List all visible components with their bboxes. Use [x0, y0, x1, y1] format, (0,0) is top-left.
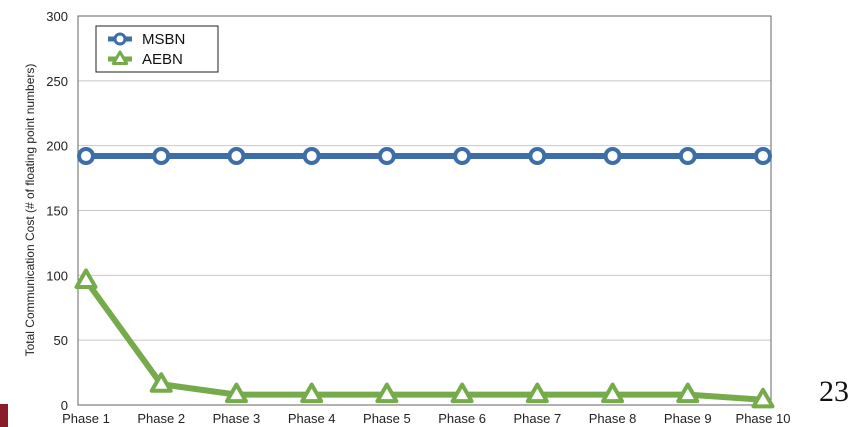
y-tick-label-200: 200 — [46, 139, 68, 154]
slide-accent-bar — [0, 404, 8, 427]
x-tick-label-6: Phase 6 — [438, 411, 486, 426]
point-aebn-8 — [601, 382, 625, 404]
point-aebn-3 — [224, 382, 248, 404]
point-aebn-7 — [525, 382, 549, 404]
point-msbn-8 — [603, 147, 622, 166]
legend-label-aebn: AEBN — [142, 51, 183, 68]
point-aebn-10 — [751, 387, 775, 409]
legend-label-msbn: MSBN — [142, 31, 185, 48]
x-tick-label-3: Phase 3 — [213, 411, 261, 426]
point-msbn-1 — [77, 147, 95, 166]
y-tick-labels: 0 50 100 150 200 250 300 — [46, 9, 68, 413]
x-tick-label-8: Phase 8 — [589, 411, 637, 426]
point-msbn-6 — [453, 147, 472, 166]
data-series — [74, 147, 775, 409]
x-tick-label-4: Phase 4 — [288, 411, 336, 426]
point-msbn-9 — [678, 147, 697, 166]
x-tick-label-5: Phase 5 — [363, 411, 411, 426]
point-aebn-5 — [375, 382, 399, 404]
point-aebn-6 — [450, 382, 474, 404]
x-tick-label-9: Phase 9 — [664, 411, 712, 426]
y-tick-label-100: 100 — [46, 268, 68, 283]
x-tick-label-7: Phase 7 — [513, 411, 561, 426]
chart-axes — [77, 15, 772, 406]
legend-marker-msbn — [113, 32, 127, 46]
point-msbn-2 — [152, 147, 171, 166]
legend-marker-aebn — [111, 50, 129, 66]
point-msbn-10 — [754, 147, 772, 166]
y-tick-label-250: 250 — [46, 74, 68, 89]
x-tick-label-2: Phase 2 — [137, 411, 185, 426]
point-aebn-9 — [676, 382, 700, 404]
y-tick-label-150: 150 — [46, 204, 68, 219]
x-tick-labels: Phase 1 Phase 2 Phase 3 Phase 4 Phase 5 Phase… — [62, 411, 790, 426]
point-aebn-4 — [300, 382, 324, 404]
point-msbn-3 — [227, 147, 246, 166]
legend: MSBN AEBN — [95, 25, 219, 73]
plot-frame — [77, 15, 772, 406]
point-aebn-1 — [74, 268, 98, 290]
point-msbn-7 — [528, 147, 547, 166]
grid-lines — [78, 80, 771, 341]
series-line-aebn — [83, 277, 766, 403]
slide-page-number: 23 — [819, 375, 849, 408]
x-tick-label-1: Phase 1 — [62, 411, 110, 426]
y-axis-title: Total Communication Cost (# of floating … — [23, 64, 37, 357]
y-tick-label-300: 300 — [46, 9, 68, 24]
point-msbn-4 — [302, 147, 321, 166]
x-tick-label-10: Phase 10 — [736, 411, 791, 426]
y-tick-label-0: 0 — [61, 398, 68, 413]
point-aebn-2 — [149, 372, 173, 393]
point-msbn-5 — [377, 147, 396, 166]
y-tick-label-50: 50 — [54, 333, 68, 348]
